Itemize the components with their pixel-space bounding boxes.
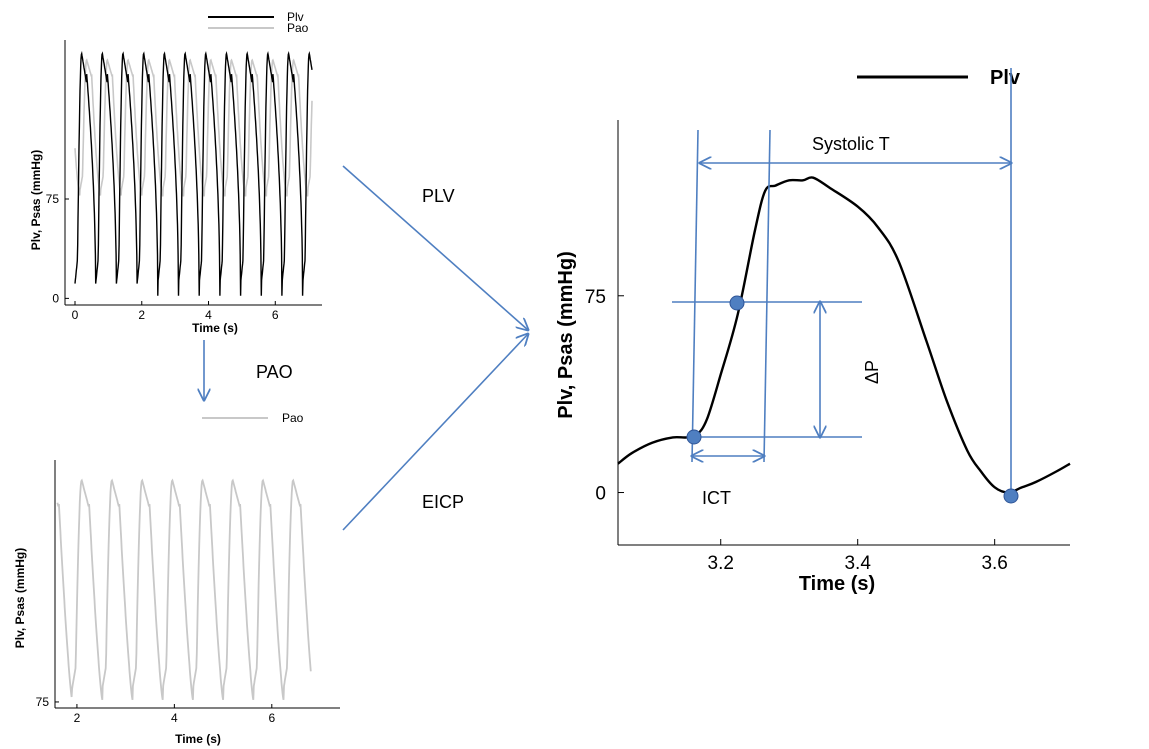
x-tick-label: 3.2 — [708, 553, 734, 574]
y-tick-label: 75 — [46, 192, 60, 206]
x-tick-label: 3.4 — [844, 553, 871, 574]
legend-entry-plv: Plv — [990, 67, 1021, 89]
x-tick-label: 4 — [171, 711, 178, 725]
ict-label: ICT — [702, 488, 731, 508]
flow-label-eicp: EICP — [422, 492, 464, 512]
plv-arrow — [342, 165, 528, 330]
y-axis-label: Plv, Psas (mmHg) — [13, 548, 27, 648]
legend: Plv Pao — [208, 10, 309, 35]
series-line-plv — [617, 176, 1071, 494]
legend: Pao — [202, 411, 304, 425]
pao-chart: 2 4 6 75 Time (s) Plv, Psas (mmHg) Pao — [13, 411, 340, 746]
y-tick-label: 75 — [36, 695, 50, 709]
x-tick-label: 3.6 — [981, 553, 1007, 574]
x-axis-label: Time (s) — [799, 573, 875, 595]
ict-start-point — [686, 429, 702, 445]
annotations: Systolic T ΔP ICT — [672, 68, 1019, 508]
y-axis-label: Plv, Psas (mmHg) — [555, 251, 577, 418]
plv-detail-chart: 3.2 3.4 3.6 0 75 Time (s) Plv, Psas (mmHg) P… — [555, 67, 1071, 595]
y-axis-label: Plv, Psas (mmHg) — [29, 150, 43, 250]
x-tick-label: 2 — [138, 308, 145, 322]
y-tick-label: 75 — [585, 287, 606, 308]
x-tick-label: 4 — [205, 308, 212, 322]
legend-entry-plv: Plv — [287, 10, 304, 24]
legend: Plv — [857, 67, 1021, 89]
x-tick-label: 0 — [72, 308, 79, 322]
flow-label-pao: PAO — [256, 362, 293, 382]
pressure-minimum-point — [1003, 488, 1019, 504]
x-axis-label: Time (s) — [175, 732, 221, 746]
delta-p-label: ΔP — [862, 360, 882, 384]
y-tick-label: 0 — [595, 484, 606, 505]
ict-end-line — [763, 129, 771, 463]
series-line-pao — [74, 58, 313, 197]
x-tick-label: 6 — [272, 308, 279, 322]
legend-entry-pao: Pao — [287, 21, 309, 35]
series-line-plv — [74, 50, 313, 296]
x-axis-label: Time (s) — [192, 321, 238, 335]
x-tick-label: 2 — [74, 711, 81, 725]
flow-label-plv: PLV — [422, 186, 455, 206]
flow-arrows: PLV PAO EICP — [204, 165, 528, 531]
plv-pao-chart: 0 2 4 6 0 75 Time (s) Plv, Psas (mmHg) Plv Pa… — [29, 10, 322, 335]
delta-p-point — [729, 295, 745, 311]
legend-entry-pao: Pao — [282, 411, 304, 425]
systolic-time-label: Systolic T — [812, 134, 890, 154]
series-line-pao — [56, 478, 312, 701]
eicp-arrow — [342, 334, 528, 531]
x-tick-label: 6 — [268, 711, 275, 725]
ict-start-line — [691, 129, 699, 463]
y-tick-label: 0 — [52, 291, 59, 305]
